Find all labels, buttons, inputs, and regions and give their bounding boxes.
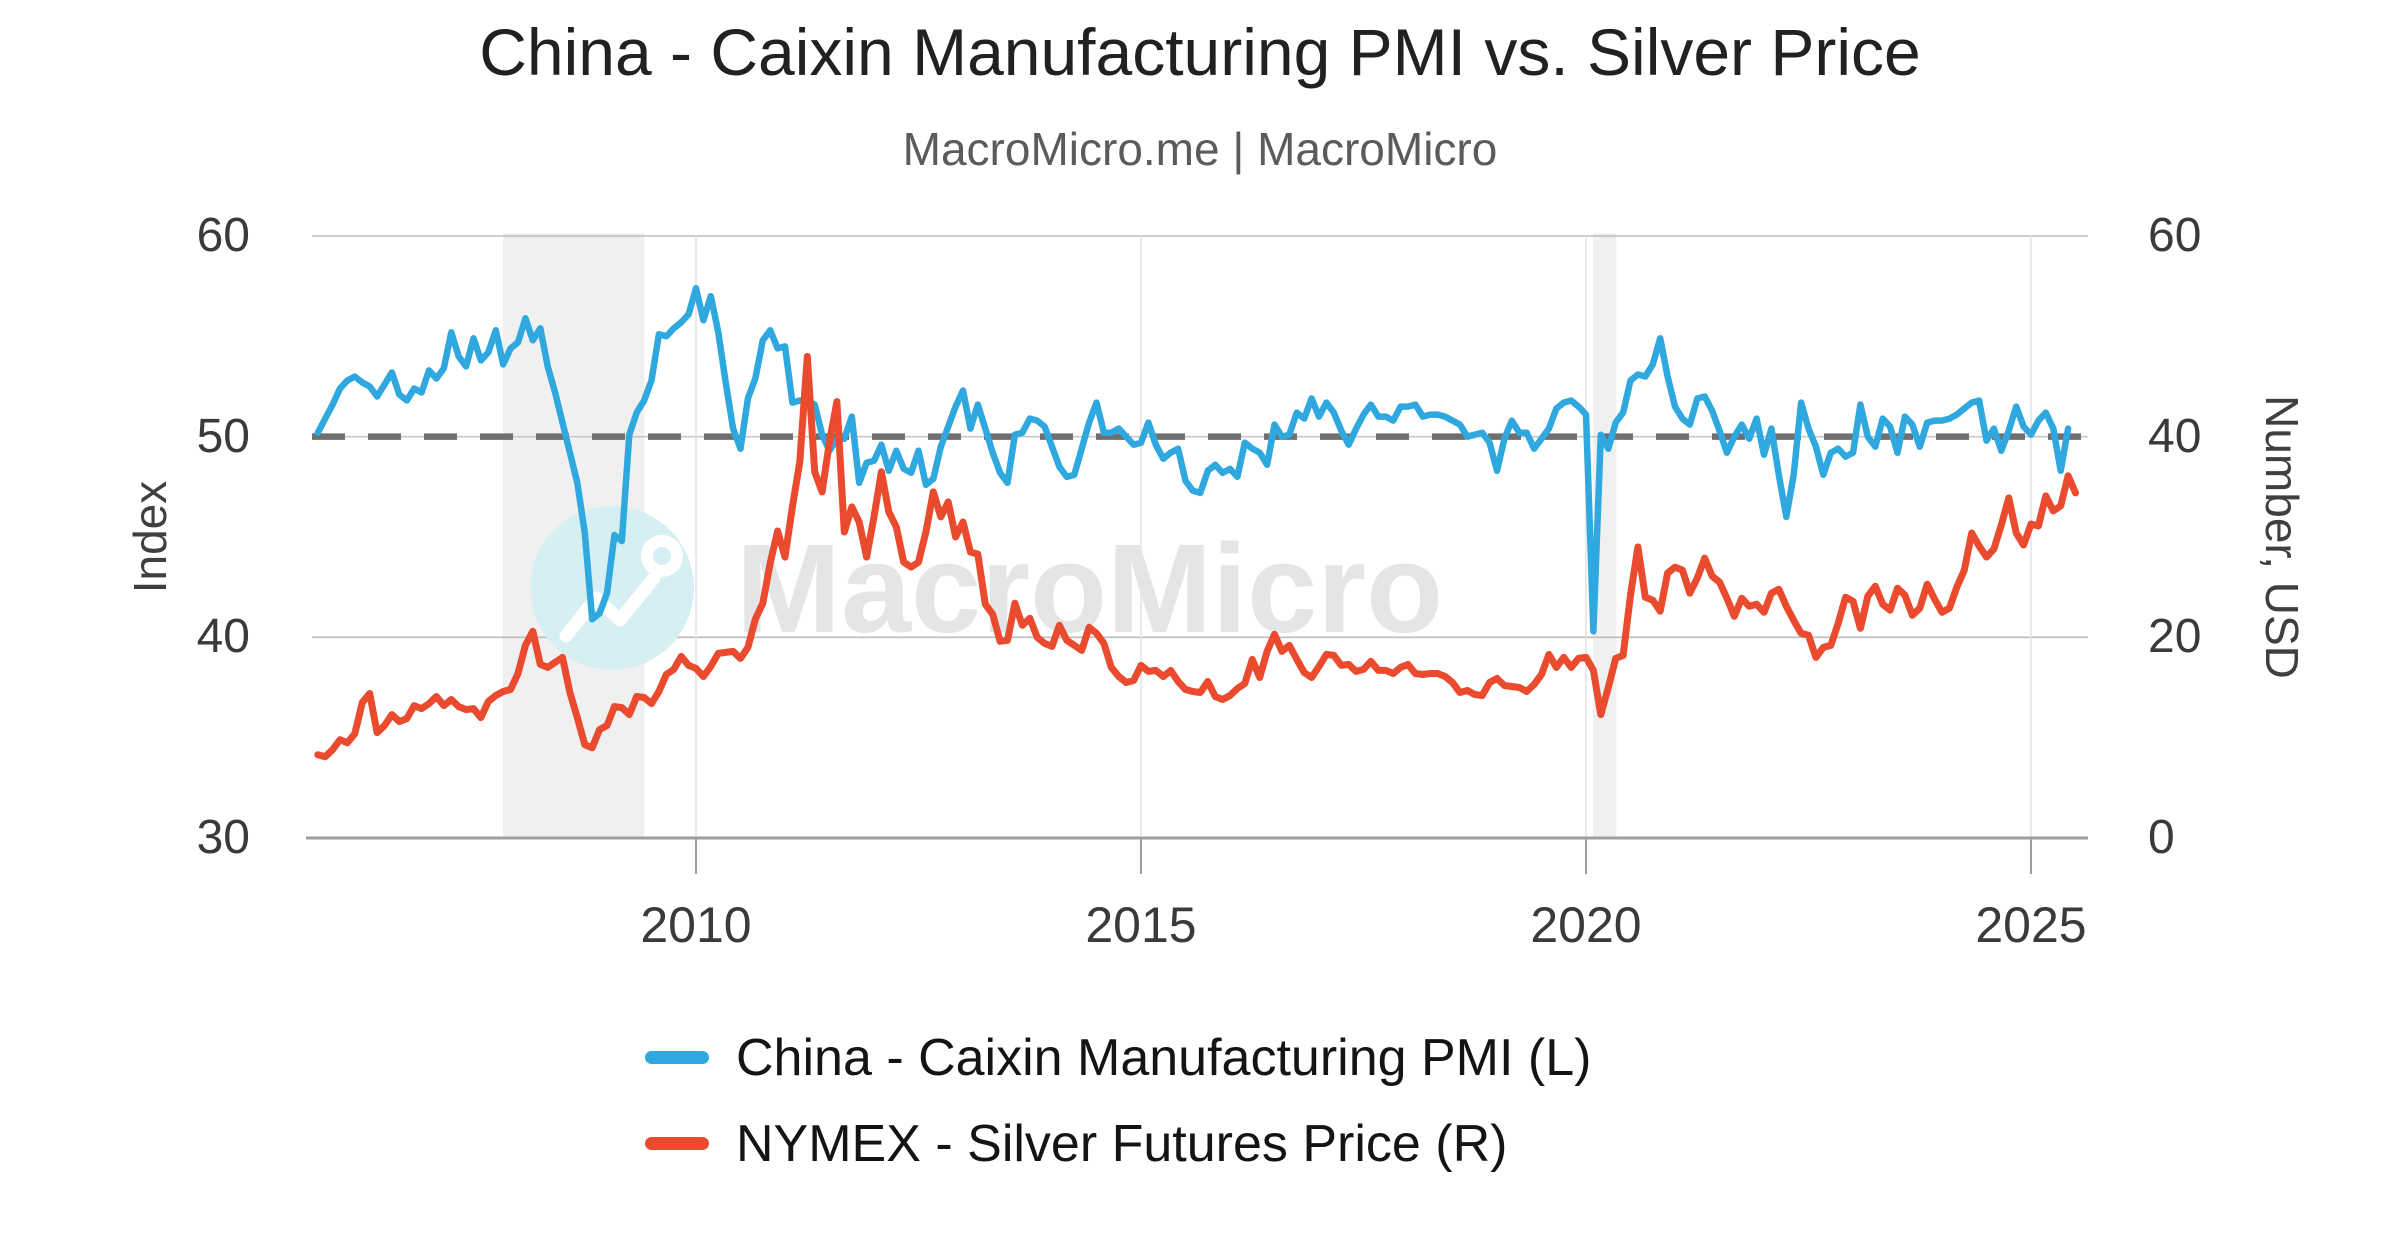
right-axis-title: Number, USD <box>2256 395 2308 679</box>
x-axis-tick-2020: 2020 <box>1530 897 1642 953</box>
pmi-line <box>314 284 2072 635</box>
right-axis-tick-60: 60 <box>2148 209 2202 262</box>
watermark: MacroMicro <box>530 506 1443 670</box>
legend-swatch-silver <box>645 1137 709 1150</box>
watermark-line-chart-dot-icon <box>641 535 683 577</box>
x-axis-tick-2010: 2010 <box>640 897 752 953</box>
page-subtitle: MacroMicro.me | MacroMicro <box>902 123 1498 175</box>
left-axis-tick-50: 50 <box>196 410 250 463</box>
watermark-line-chart-icon <box>559 571 661 643</box>
legend-swatch-pmi <box>645 1051 709 1064</box>
data-series <box>314 284 2079 761</box>
x-axis-tick-2015: 2015 <box>1085 897 1197 953</box>
right-axis-tick-20: 20 <box>2148 610 2202 663</box>
x-axis-tick-2025: 2025 <box>1975 897 2087 953</box>
right-axis-tick-40: 40 <box>2148 410 2202 463</box>
left-axis-tick-60: 60 <box>196 209 250 262</box>
left-axis-title: Index <box>124 480 176 594</box>
right-axis-tick-0: 0 <box>2148 811 2175 864</box>
left-axis-tick-40: 40 <box>196 610 250 663</box>
watermark-text: MacroMicro <box>736 518 1443 659</box>
page-title: China - Caixin Manufacturing PMI vs. Sil… <box>479 15 1921 89</box>
silver-line <box>314 352 2079 761</box>
watermark-logo-circle-icon <box>530 506 694 670</box>
left-axis-tick-30: 30 <box>196 811 250 864</box>
legend-label-pmi: China - Caixin Manufacturing PMI (L) <box>736 1029 1592 1087</box>
legend-label-silver: NYMEX - Silver Futures Price (R) <box>736 1115 1508 1173</box>
